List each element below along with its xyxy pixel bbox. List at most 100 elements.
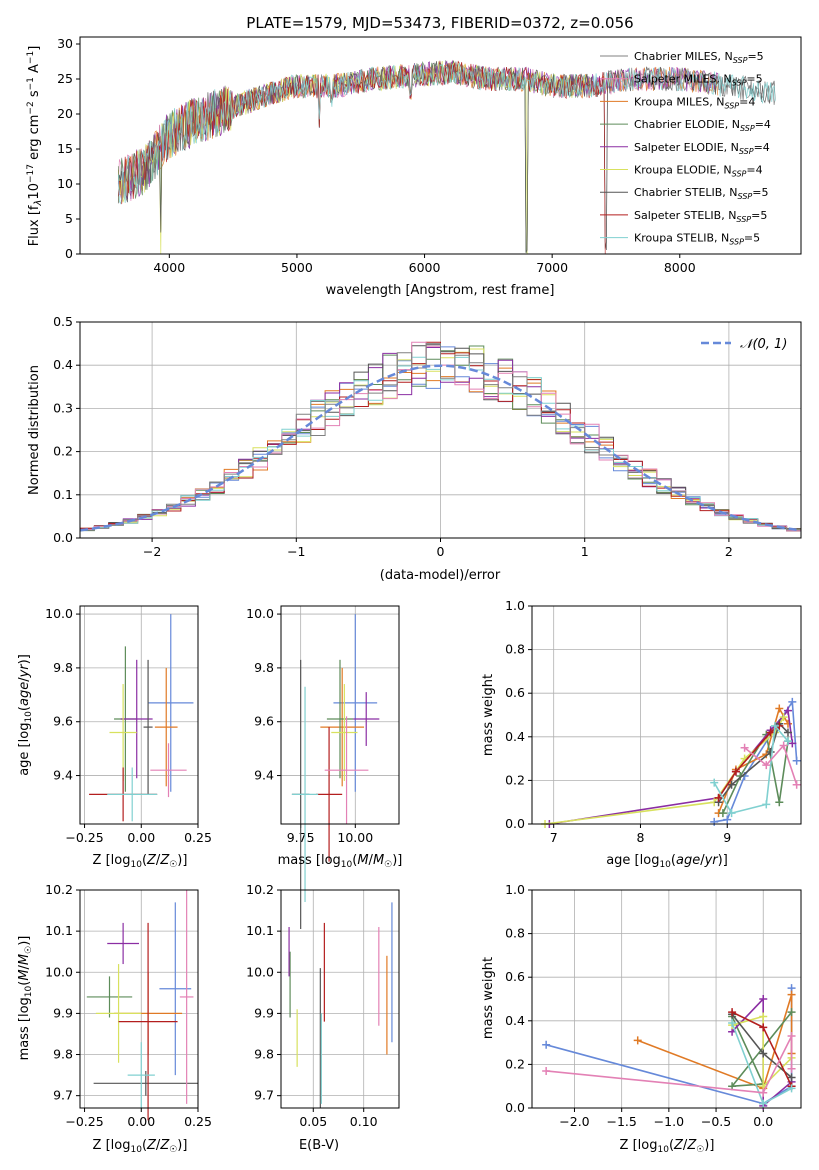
- weight-point-marker: [759, 1012, 768, 1021]
- spectrum-ytick-label: 20: [57, 106, 73, 121]
- weight-point-marker: [542, 1066, 551, 1075]
- age-mass-xlabel: mass [log10(M/M☉)]: [278, 853, 403, 870]
- xtick-label: 10.00: [337, 830, 373, 845]
- xtick-label: 7: [550, 830, 558, 845]
- ytick-label: 9.4: [254, 768, 274, 783]
- weight-point-marker: [762, 800, 771, 809]
- weight-point-marker: [762, 761, 771, 770]
- weight-point-marker: [788, 697, 797, 706]
- age-z-xlabel: Z [log10(Z/Z☉)]: [93, 853, 188, 870]
- ytick-label: 9.6: [53, 714, 73, 729]
- mass-vs-metallicity-panel: −0.25 0.00 0.25 9.7 9.8 9.9 10.0 10.1 10.2: [45, 882, 212, 1129]
- spectrum-xtick-label: 5000: [281, 260, 313, 275]
- ytick-label: 9.8: [254, 1047, 274, 1062]
- residual-xtick-label: 1: [581, 544, 589, 559]
- panel-axes: [531, 605, 802, 825]
- spectrum-ytick-label: 15: [57, 141, 73, 156]
- weight-point-marker: [787, 1064, 796, 1073]
- weight-point-marker: [723, 815, 732, 824]
- weight-z-ylabel: mass weight: [481, 957, 496, 1039]
- weight-point-marker: [779, 741, 788, 750]
- ytick-label: 1.0: [505, 882, 525, 897]
- weight-point-marker: [766, 728, 775, 737]
- weight-point-marker: [766, 748, 775, 757]
- ytick-label: 9.8: [53, 1047, 73, 1062]
- weight-vs-metallicity-panel: −2.0 −1.5 −1.0 −0.5 0.0 0.0 0.2 0.4 0.6 0.8 1.0: [505, 882, 802, 1129]
- residual-xlabel: (data-model)/error: [380, 568, 501, 583]
- ytick-label: 0.2: [505, 772, 525, 787]
- xtick-label: 0.0: [753, 1114, 773, 1129]
- weight-point-marker: [759, 1088, 768, 1097]
- ytick-label: 10.0: [246, 606, 274, 621]
- ytick-label: 0.8: [505, 642, 525, 657]
- weight-age-xlabel: age [log10(age/yr)]: [606, 853, 728, 870]
- residual-xtick-label: −1: [287, 544, 305, 559]
- spectrum-series-line: [117, 61, 776, 253]
- ytick-label: 0.0: [505, 1100, 525, 1115]
- panel-axes: [531, 889, 802, 1109]
- weight-age-ylabel: mass weight: [481, 674, 496, 756]
- spectrum-ytick-label: 5: [65, 211, 73, 226]
- xtick-label: −1.5: [606, 1114, 636, 1129]
- residual-ytick-label: 0.1: [53, 487, 73, 502]
- ytick-label: 0.8: [505, 926, 525, 941]
- ytick-label: 0.4: [505, 1013, 525, 1028]
- legend-label: Chabrier ELODIE, NSSP=4: [634, 118, 771, 133]
- spectrum-series: [117, 59, 776, 255]
- xtick-label: 0.00: [127, 830, 155, 845]
- weight-series-line: [546, 1035, 793, 1094]
- residual-ytick-label: 0.3: [53, 400, 73, 415]
- ytick-label: 10.0: [45, 606, 73, 621]
- weight-point-marker: [787, 990, 796, 999]
- xtick-label: −1.0: [654, 1114, 684, 1129]
- weight-point-marker: [783, 737, 792, 746]
- residual-ytick-label: 0.4: [53, 357, 73, 372]
- residual-axes: [79, 321, 802, 539]
- ytick-label: 10.2: [45, 882, 73, 897]
- legend-label: Salpeter STELIB, NSSP=5: [634, 209, 767, 224]
- weight-point-marker: [788, 739, 797, 748]
- weight-point-marker: [759, 995, 768, 1003]
- ytick-label: 0.0: [505, 816, 525, 831]
- weight-series-line: [637, 994, 793, 1090]
- residual-xtick-label: 2: [725, 544, 733, 559]
- weight-point-marker: [783, 719, 792, 728]
- ytick-label: 9.8: [254, 660, 274, 675]
- weight-series-line: [744, 743, 798, 786]
- panel-axes: [280, 889, 400, 1109]
- weight-point-marker: [759, 1049, 768, 1058]
- weight-point-marker: [714, 793, 723, 802]
- weight-point-marker: [783, 706, 792, 715]
- xtick-label: −2.0: [559, 1114, 589, 1129]
- legend-label: Chabrier MILES, NSSP=5: [634, 50, 764, 65]
- ytick-label: 1.0: [505, 598, 525, 613]
- weight-point-marker: [787, 1084, 796, 1093]
- spectrum-xtick-label: 8000: [664, 260, 696, 275]
- mass-vs-extinction-panel: 0.05 0.10 9.7 9.8 9.9 10.0 10.1 10.2: [246, 882, 400, 1129]
- spectrum-axes: [79, 36, 802, 255]
- legend-label: Salpeter MILES, NSSP=5: [634, 73, 763, 88]
- residual-panel: −2 −1 0 1 2 0.0 0.1 0.2 0.3 0.4 0.5 𝒩(0, 1) (data-…: [27, 314, 802, 583]
- ytick-label: 9.9: [53, 1005, 73, 1020]
- spectrum-ytick-label: 10: [57, 176, 73, 191]
- weight-point-marker: [728, 1018, 737, 1027]
- weight-point-marker: [792, 756, 801, 765]
- panel-axes: [79, 605, 199, 825]
- weight-point-marker: [542, 1040, 551, 1049]
- xtick-label: 0.00: [127, 1114, 155, 1129]
- weight-point-marker: [718, 809, 727, 818]
- weight-point-marker: [775, 798, 784, 807]
- weight-point-marker: [740, 743, 749, 752]
- spectrum-series-line: [117, 60, 606, 255]
- ytick-label: 0.2: [505, 1056, 525, 1071]
- legend-label: Kroupa STELIB, NSSP=5: [634, 232, 760, 247]
- spectrum-xtick-label: 7000: [536, 260, 568, 275]
- legend-label: Salpeter ELODIE, NSSP=4: [634, 141, 770, 156]
- residual-ytick-label: 0.2: [53, 444, 73, 459]
- ytick-label: 10.2: [246, 882, 274, 897]
- weight-z-xlabel: Z [log10(Z/Z☉)]: [620, 1138, 715, 1155]
- age-z-ylabel: age [log10(age/yr)]: [17, 654, 34, 776]
- residual-ytick-label: 0.0: [53, 530, 73, 545]
- ytick-label: 9.9: [254, 1005, 274, 1020]
